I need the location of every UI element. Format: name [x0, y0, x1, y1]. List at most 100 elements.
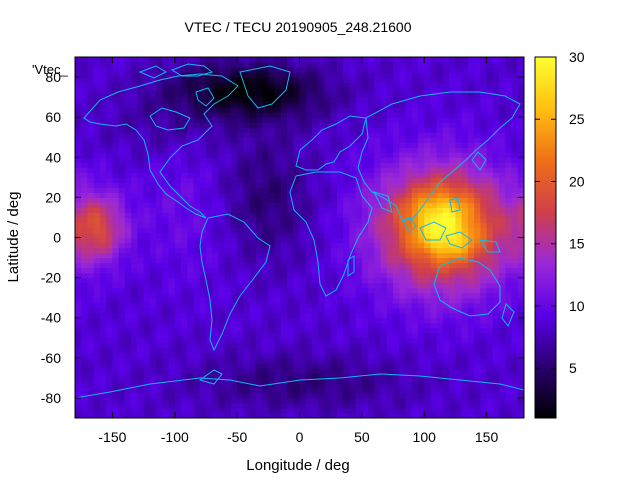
heatmap-cell — [124, 177, 132, 183]
heatmap-cell — [112, 292, 120, 299]
heatmap-cell — [262, 247, 269, 254]
heatmap-cell — [224, 342, 232, 349]
heatmap-cell — [287, 227, 294, 234]
heatmap-cell — [305, 142, 313, 148]
heatmap-cell — [293, 112, 301, 118]
heatmap-cell — [424, 82, 432, 88]
heatmap-cell — [361, 157, 369, 163]
heatmap-cell — [368, 67, 375, 73]
heatmap-cell — [343, 297, 350, 304]
heatmap-cell — [405, 107, 413, 113]
heatmap-cell — [293, 242, 301, 249]
heatmap-cell — [168, 212, 176, 219]
heatmap-cell — [143, 197, 151, 203]
heatmap-cell — [380, 387, 388, 394]
heatmap-cell — [399, 222, 407, 229]
heatmap-cell — [386, 207, 394, 214]
heatmap-cell — [380, 307, 388, 314]
heatmap-cell — [162, 377, 170, 384]
heatmap-cell — [205, 322, 213, 329]
heatmap-cell — [499, 87, 506, 93]
heatmap-cell — [336, 292, 344, 299]
heatmap-cell — [199, 342, 207, 349]
heatmap-cell — [255, 362, 263, 369]
heatmap-cell — [424, 317, 432, 324]
heatmap-cell — [81, 357, 89, 364]
heatmap-cell — [405, 197, 413, 203]
heatmap-cell — [205, 287, 213, 294]
heatmap-cell — [374, 67, 382, 73]
heatmap-cell — [442, 217, 450, 224]
heatmap-cell — [249, 112, 257, 118]
heatmap-cell — [449, 217, 457, 224]
heatmap-cell — [287, 222, 294, 229]
heatmap-cell — [486, 242, 494, 249]
heatmap-cell — [274, 307, 282, 314]
heatmap-cell — [262, 367, 269, 374]
heatmap-cell — [199, 392, 207, 399]
heatmap-cell — [311, 177, 319, 183]
heatmap-cell — [81, 312, 89, 319]
heatmap-cell — [349, 332, 357, 339]
heatmap-cell — [149, 352, 157, 359]
heatmap-cell — [293, 222, 301, 229]
heatmap-cell — [75, 382, 82, 389]
heatmap-cell — [187, 282, 195, 289]
heatmap-cell — [293, 107, 301, 113]
heatmap-cell — [156, 172, 163, 178]
heatmap-cell — [486, 327, 494, 334]
heatmap-cell — [212, 187, 220, 193]
heatmap-cell — [330, 407, 338, 414]
heatmap-cell — [361, 72, 369, 78]
heatmap-cell — [449, 62, 457, 68]
heatmap-cell — [430, 252, 438, 259]
heatmap-cell — [118, 147, 126, 153]
heatmap-cell — [386, 147, 394, 153]
heatmap-cell — [112, 377, 120, 384]
heatmap-cell — [455, 397, 463, 404]
heatmap-cell — [75, 202, 82, 209]
heatmap-cell — [81, 137, 89, 143]
heatmap-cell — [243, 297, 251, 304]
heatmap-cell — [442, 377, 450, 384]
heatmap-cell — [131, 302, 138, 309]
heatmap-cell — [131, 372, 138, 379]
heatmap-cell — [75, 237, 82, 244]
heatmap-cell — [436, 57, 444, 63]
heatmap-cell — [311, 392, 319, 399]
heatmap-cell — [187, 202, 195, 209]
heatmap-cell — [436, 77, 444, 83]
heatmap-cell — [243, 397, 251, 404]
heatmap-cell — [461, 207, 469, 214]
heatmap-cell — [318, 72, 326, 78]
heatmap-cell — [343, 217, 350, 224]
heatmap-cell — [268, 87, 276, 93]
heatmap-cell — [224, 172, 232, 178]
heatmap-cell — [386, 317, 394, 324]
heatmap-cell — [343, 372, 350, 379]
heatmap-cell — [343, 327, 350, 334]
heatmap-cell — [467, 407, 475, 414]
heatmap-cell — [255, 402, 263, 409]
heatmap-cell — [393, 367, 400, 374]
heatmap-cell — [393, 292, 400, 299]
heatmap-cell — [368, 172, 375, 178]
heatmap-cell — [106, 407, 114, 414]
heatmap-cell — [455, 152, 463, 158]
heatmap-cell — [193, 212, 201, 219]
heatmap-cell — [230, 212, 238, 219]
heatmap-cell — [361, 217, 369, 224]
heatmap-cell — [205, 342, 213, 349]
heatmap-cell — [361, 287, 369, 294]
heatmap-cell — [480, 287, 488, 294]
heatmap-cell — [287, 327, 294, 334]
heatmap-cell — [212, 152, 220, 158]
heatmap-cell — [461, 302, 469, 309]
heatmap-cell — [305, 342, 313, 349]
heatmap-cell — [386, 192, 394, 198]
heatmap-cell — [255, 252, 263, 259]
heatmap-cell — [174, 197, 182, 203]
heatmap-cell — [442, 362, 450, 369]
heatmap-cell — [187, 252, 195, 259]
heatmap-cell — [380, 127, 388, 133]
